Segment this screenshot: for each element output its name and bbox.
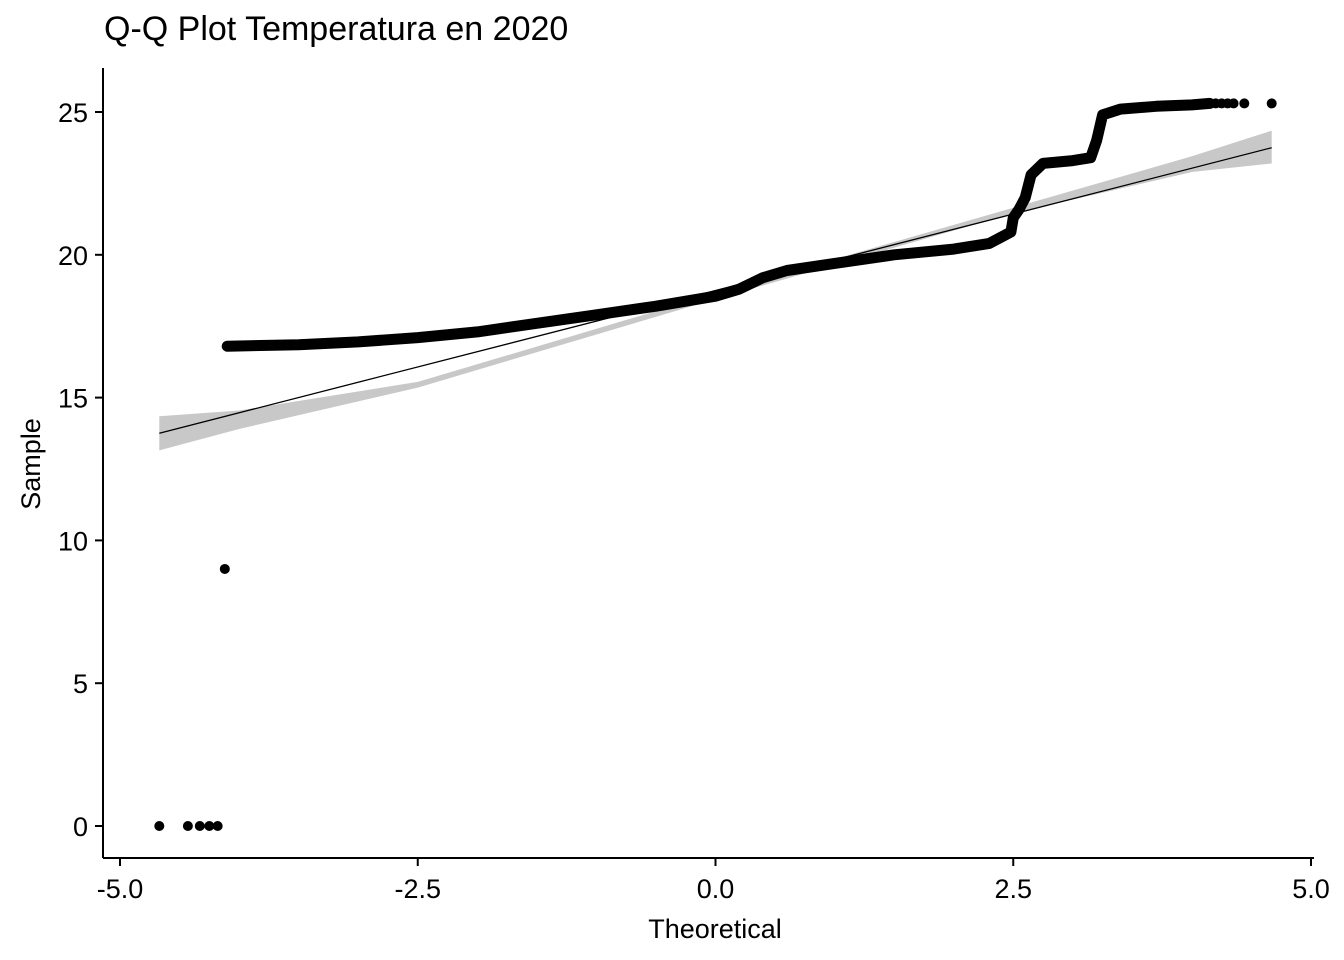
x-tick-label: 5.0 [1292, 874, 1330, 904]
reference-line-layer [159, 147, 1272, 434]
y-tick-label: 0 [73, 812, 88, 842]
upper-tail-point [1228, 98, 1239, 109]
sample-quantile-curve [221, 97, 1216, 352]
confidence-band-layer [159, 130, 1272, 451]
x-tick-label: 2.5 [994, 874, 1032, 904]
y-axis-title: Sample [16, 418, 46, 510]
axes-layer [102, 68, 1314, 859]
reference-line [159, 147, 1272, 434]
x-axis-title: Theoretical [648, 914, 782, 944]
x-tick-label: -2.5 [394, 874, 441, 904]
y-tick-label: 5 [73, 669, 88, 699]
x-tick-label: 0.0 [697, 874, 735, 904]
chart-title: Q-Q Plot Temperatura en 2020 [104, 10, 569, 48]
y-tick-label: 20 [58, 241, 88, 271]
y-tick-label: 15 [58, 384, 88, 414]
y-tick-label: 10 [58, 526, 88, 556]
ticks-layer: -5.0 -2.5 0.0 2.5 5.0 0 5 10 15 20 25 [58, 98, 1330, 904]
upper-tail-point [1266, 98, 1277, 109]
outlier-point [212, 821, 223, 831]
outlier-point [204, 821, 215, 831]
x-tick-label: -5.0 [97, 874, 144, 904]
outlier-point [219, 563, 230, 574]
outlier-point [154, 821, 165, 831]
y-tick-label: 25 [58, 98, 88, 128]
upper-tail-point [1239, 98, 1250, 109]
points-layer [154, 97, 1277, 831]
outlier-point [182, 821, 193, 831]
confidence-band [159, 130, 1272, 451]
outlier-point [194, 821, 205, 831]
